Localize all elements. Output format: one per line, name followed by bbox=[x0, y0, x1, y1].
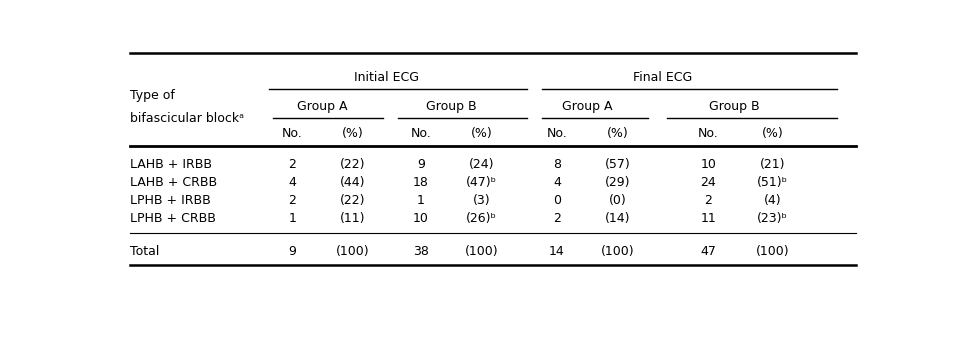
Text: 2: 2 bbox=[288, 194, 296, 207]
Text: 1: 1 bbox=[288, 213, 296, 225]
Text: 8: 8 bbox=[553, 158, 561, 171]
Text: (0): (0) bbox=[609, 194, 627, 207]
Text: LPHB + CRBB: LPHB + CRBB bbox=[130, 213, 216, 225]
Text: bifascicular blockᵃ: bifascicular blockᵃ bbox=[130, 112, 244, 125]
Text: No.: No. bbox=[282, 127, 303, 139]
Text: (3): (3) bbox=[472, 194, 490, 207]
Text: (21): (21) bbox=[759, 158, 786, 171]
Text: (100): (100) bbox=[336, 245, 370, 258]
Text: No.: No. bbox=[410, 127, 431, 139]
Text: Final ECG: Final ECG bbox=[633, 71, 692, 84]
Text: 0: 0 bbox=[553, 194, 561, 207]
Text: Group A: Group A bbox=[562, 100, 612, 113]
Text: 4: 4 bbox=[553, 176, 561, 189]
Text: 2: 2 bbox=[705, 194, 712, 207]
Text: 9: 9 bbox=[417, 158, 425, 171]
Text: 4: 4 bbox=[288, 176, 296, 189]
Text: Total: Total bbox=[130, 245, 159, 258]
Text: 47: 47 bbox=[700, 245, 716, 258]
Text: 11: 11 bbox=[701, 213, 716, 225]
Text: 14: 14 bbox=[549, 245, 565, 258]
Text: (100): (100) bbox=[465, 245, 498, 258]
Text: (100): (100) bbox=[755, 245, 790, 258]
Text: (11): (11) bbox=[340, 213, 365, 225]
Text: 2: 2 bbox=[288, 158, 296, 171]
Text: (51)ᵇ: (51)ᵇ bbox=[757, 176, 788, 189]
Text: LAHB + IRBB: LAHB + IRBB bbox=[130, 158, 212, 171]
Text: (47)ᵇ: (47)ᵇ bbox=[466, 176, 497, 189]
Text: (%): (%) bbox=[342, 127, 364, 139]
Text: 2: 2 bbox=[553, 213, 561, 225]
Text: No.: No. bbox=[547, 127, 567, 139]
Text: (57): (57) bbox=[604, 158, 630, 171]
Text: (14): (14) bbox=[605, 213, 630, 225]
Text: (100): (100) bbox=[600, 245, 634, 258]
Text: LAHB + CRBB: LAHB + CRBB bbox=[130, 176, 217, 189]
Text: (4): (4) bbox=[763, 194, 782, 207]
Text: 18: 18 bbox=[413, 176, 428, 189]
Text: 38: 38 bbox=[413, 245, 428, 258]
Text: (%): (%) bbox=[470, 127, 492, 139]
Text: (22): (22) bbox=[340, 194, 365, 207]
Text: (44): (44) bbox=[340, 176, 365, 189]
Text: 10: 10 bbox=[700, 158, 716, 171]
Text: Type of: Type of bbox=[130, 89, 175, 102]
Text: (24): (24) bbox=[468, 158, 494, 171]
Text: (%): (%) bbox=[761, 127, 784, 139]
Text: Group B: Group B bbox=[426, 100, 476, 113]
Text: 1: 1 bbox=[417, 194, 425, 207]
Text: Initial ECG: Initial ECG bbox=[354, 71, 420, 84]
Text: (23)ᵇ: (23)ᵇ bbox=[757, 213, 788, 225]
Text: Group B: Group B bbox=[710, 100, 760, 113]
Text: LPHB + IRBB: LPHB + IRBB bbox=[130, 194, 210, 207]
Text: 10: 10 bbox=[413, 213, 428, 225]
Text: (%): (%) bbox=[606, 127, 629, 139]
Text: 9: 9 bbox=[288, 245, 296, 258]
Text: (22): (22) bbox=[340, 158, 365, 171]
Text: (26)ᵇ: (26)ᵇ bbox=[466, 213, 497, 225]
Text: Group A: Group A bbox=[298, 100, 347, 113]
Text: (29): (29) bbox=[605, 176, 630, 189]
Text: No.: No. bbox=[698, 127, 718, 139]
Text: 24: 24 bbox=[701, 176, 716, 189]
